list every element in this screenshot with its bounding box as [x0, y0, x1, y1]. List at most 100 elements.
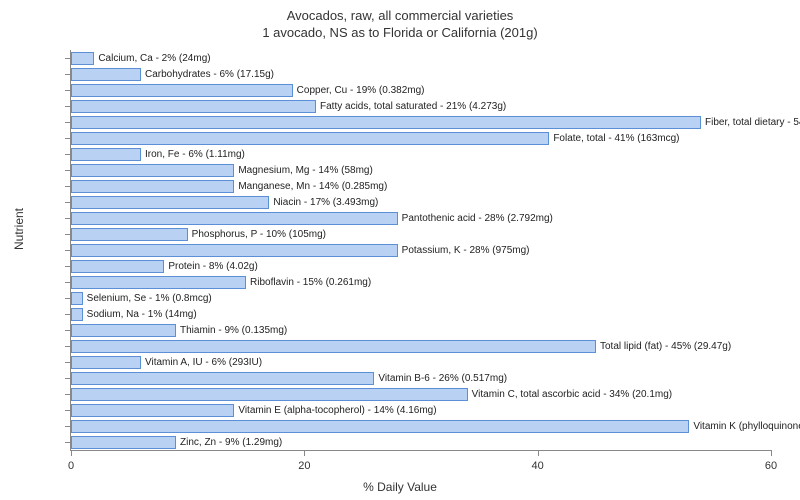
- y-tick: [65, 250, 71, 251]
- bar-row: Fatty acids, total saturated - 21% (4.27…: [71, 100, 506, 114]
- y-tick: [65, 394, 71, 395]
- bar-row: Vitamin B-6 - 26% (0.517mg): [71, 372, 507, 386]
- nutrient-bar: [71, 356, 141, 369]
- bar-row: Riboflavin - 15% (0.261mg): [71, 276, 371, 290]
- y-tick: [65, 330, 71, 331]
- nutrient-bar-label: Thiamin - 9% (0.135mg): [180, 324, 287, 337]
- nutrient-bar: [71, 100, 316, 113]
- bar-row: Pantothenic acid - 28% (2.792mg): [71, 212, 553, 226]
- bar-row: Phosphorus, P - 10% (105mg): [71, 228, 326, 242]
- nutrient-bar: [71, 68, 141, 81]
- y-tick: [65, 58, 71, 59]
- nutrient-bar-label: Protein - 8% (4.02g): [168, 260, 258, 273]
- y-tick: [65, 122, 71, 123]
- y-tick: [65, 186, 71, 187]
- bar-row: Selenium, Se - 1% (0.8mcg): [71, 292, 212, 306]
- nutrient-bar: [71, 84, 293, 97]
- y-tick: [65, 154, 71, 155]
- nutrient-bar: [71, 180, 234, 193]
- bar-row: Potassium, K - 28% (975mg): [71, 244, 529, 258]
- nutrient-bar: [71, 164, 234, 177]
- nutrient-bar-label: Riboflavin - 15% (0.261mg): [250, 276, 371, 289]
- nutrient-bar-label: Iron, Fe - 6% (1.11mg): [145, 148, 245, 161]
- nutrient-bar-label: Magnesium, Mg - 14% (58mg): [238, 164, 373, 177]
- bar-row: Vitamin A, IU - 6% (293IU): [71, 356, 262, 370]
- y-tick: [65, 266, 71, 267]
- x-tick-label: 60: [765, 460, 777, 472]
- bar-row: Folate, total - 41% (163mcg): [71, 132, 680, 146]
- x-axis-label: % Daily Value: [0, 480, 800, 494]
- bar-row: Magnesium, Mg - 14% (58mg): [71, 164, 373, 178]
- nutrient-bar: [71, 52, 94, 65]
- nutrient-bar-label: Fatty acids, total saturated - 21% (4.27…: [320, 100, 506, 113]
- y-tick: [65, 90, 71, 91]
- bar-row: Total lipid (fat) - 45% (29.47g): [71, 340, 731, 354]
- y-tick: [65, 218, 71, 219]
- bar-row: Zinc, Zn - 9% (1.29mg): [71, 436, 282, 450]
- bar-row: Thiamin - 9% (0.135mg): [71, 324, 287, 338]
- nutrient-bar: [71, 212, 398, 225]
- y-tick: [65, 106, 71, 107]
- nutrient-bar-label: Manganese, Mn - 14% (0.285mg): [238, 180, 387, 193]
- x-tick: [771, 450, 772, 456]
- bar-row: Sodium, Na - 1% (14mg): [71, 308, 197, 322]
- plot-area: Calcium, Ca - 2% (24mg) Carbohydrates - 6…: [70, 50, 771, 451]
- x-tick: [304, 450, 305, 456]
- bar-row: Vitamin K (phylloquinone) - 53% (42.2mcg…: [71, 420, 800, 434]
- bar-row: Vitamin C, total ascorbic acid - 34% (20…: [71, 388, 672, 402]
- y-tick: [65, 346, 71, 347]
- nutrient-bar-label: Total lipid (fat) - 45% (29.47g): [600, 340, 731, 353]
- y-tick: [65, 202, 71, 203]
- nutrient-bar: [71, 324, 176, 337]
- chart-title: Avocados, raw, all commercial varieties …: [0, 0, 800, 42]
- nutrient-bar-label: Copper, Cu - 19% (0.382mg): [297, 84, 425, 97]
- nutrient-bar: [71, 292, 83, 305]
- nutrient-bar-label: Vitamin K (phylloquinone) - 53% (42.2mcg…: [693, 420, 800, 433]
- chart-title-line1: Avocados, raw, all commercial varieties: [287, 8, 514, 23]
- y-tick: [65, 234, 71, 235]
- nutrient-bar: [71, 420, 689, 433]
- nutrient-bar: [71, 276, 246, 289]
- y-tick: [65, 314, 71, 315]
- nutrient-bar-label: Vitamin A, IU - 6% (293IU): [145, 356, 262, 369]
- nutrient-bar-label: Zinc, Zn - 9% (1.29mg): [180, 436, 282, 449]
- y-tick: [65, 378, 71, 379]
- nutrient-bar: [71, 388, 468, 401]
- x-tick: [538, 450, 539, 456]
- nutrient-bar-label: Sodium, Na - 1% (14mg): [87, 308, 197, 321]
- y-tick: [65, 442, 71, 443]
- bar-row: Carbohydrates - 6% (17.15g): [71, 68, 274, 82]
- nutrient-bar: [71, 148, 141, 161]
- y-tick: [65, 362, 71, 363]
- nutrient-bar-label: Pantothenic acid - 28% (2.792mg): [402, 212, 553, 225]
- bar-row: Fiber, total dietary - 54% (13.5g): [71, 116, 800, 130]
- nutrient-bar: [71, 196, 269, 209]
- nutrient-bar-label: Vitamin C, total ascorbic acid - 34% (20…: [472, 388, 672, 401]
- nutrient-bar-label: Carbohydrates - 6% (17.15g): [145, 68, 274, 81]
- y-tick: [65, 74, 71, 75]
- nutrient-bar: [71, 116, 701, 129]
- nutrient-bar-label: Potassium, K - 28% (975mg): [402, 244, 530, 257]
- y-tick: [65, 426, 71, 427]
- bar-row: Calcium, Ca - 2% (24mg): [71, 52, 211, 66]
- y-tick: [65, 170, 71, 171]
- chart-title-line2: 1 avocado, NS as to Florida or Californi…: [262, 25, 537, 40]
- nutrient-bar-label: Fiber, total dietary - 54% (13.5g): [705, 116, 800, 129]
- x-tick-label: 0: [68, 460, 74, 472]
- nutrient-bar-label: Niacin - 17% (3.493mg): [273, 196, 378, 209]
- nutrient-bar-label: Selenium, Se - 1% (0.8mcg): [87, 292, 212, 305]
- y-tick: [65, 138, 71, 139]
- nutrient-bar: [71, 436, 176, 449]
- bar-row: Manganese, Mn - 14% (0.285mg): [71, 180, 387, 194]
- nutrient-bar-label: Vitamin E (alpha-tocopherol) - 14% (4.16…: [238, 404, 436, 417]
- bar-row: Copper, Cu - 19% (0.382mg): [71, 84, 425, 98]
- y-tick: [65, 298, 71, 299]
- x-tick: [71, 450, 72, 456]
- nutrient-bar: [71, 308, 83, 321]
- nutrient-bar-label: Phosphorus, P - 10% (105mg): [192, 228, 326, 241]
- x-tick-label: 20: [298, 460, 310, 472]
- nutrient-chart: Avocados, raw, all commercial varieties …: [0, 0, 800, 500]
- nutrient-bar: [71, 372, 374, 385]
- y-axis-label: Nutrient: [12, 208, 26, 250]
- bar-row: Iron, Fe - 6% (1.11mg): [71, 148, 245, 162]
